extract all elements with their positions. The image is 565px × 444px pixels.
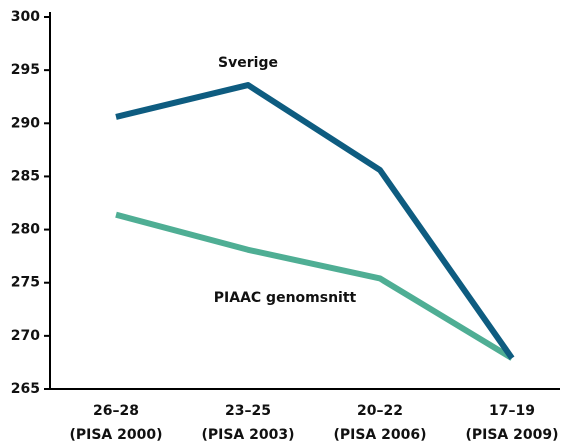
x-tick-label: (PISA 2009) (465, 427, 558, 443)
x-tick-label: 17–19 (489, 403, 535, 419)
x-tick-label: (PISA 2000) (69, 427, 162, 443)
x-tick-label: 23–25 (225, 403, 271, 419)
series-line (115, 211, 514, 361)
y-tick-label: 300 (11, 9, 40, 25)
y-tick-label: 270 (11, 328, 40, 344)
y-tick-label: 295 (11, 62, 40, 78)
x-tick-label: (PISA 2003) (201, 427, 294, 443)
series-line (115, 82, 515, 360)
series-label: PIAAC genomsnitt (214, 290, 357, 306)
y-tick-label: 290 (11, 115, 40, 131)
series-label: Sverige (218, 55, 278, 71)
y-tick-label: 285 (11, 168, 40, 184)
x-tick-label: 20–22 (357, 403, 403, 419)
x-tick-label: (PISA 2006) (333, 427, 426, 443)
y-tick-label: 265 (11, 381, 40, 397)
x-tick-label: 26–28 (93, 403, 139, 419)
y-tick-label: 280 (11, 222, 40, 238)
y-tick-label: 275 (11, 275, 40, 291)
